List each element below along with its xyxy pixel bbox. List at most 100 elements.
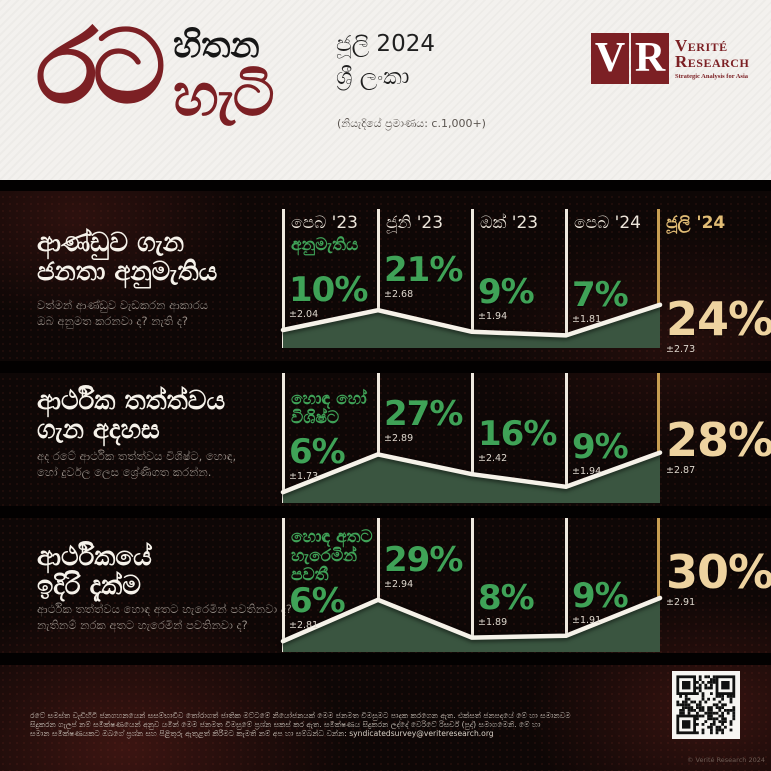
margin-of-error: ±2.89 [384,433,414,445]
edition-country: ශ්‍රී ලංකා [336,64,410,90]
series-label: විශිෂ්ට [291,408,340,428]
edition-month: ජූලි 2024 [336,31,435,57]
value-number: 6% [289,581,346,622]
column-separator [282,373,285,503]
divider-band [0,506,771,518]
edition-info: ජූලි 2024 ශ්‍රී ලංකා [336,28,435,94]
column-header: ඔක් '23 [480,213,539,233]
trend-area-chart [280,595,663,652]
value-number: 27% [384,394,463,435]
margin-of-error: ±2.87 [666,465,696,476]
value-number: 16% [478,414,557,455]
divider-band [0,361,771,373]
column-separator [377,518,380,652]
column-separator [565,518,568,652]
series-label: පවතී [291,565,329,585]
margin-of-error: ±2.91 [666,597,696,608]
series-label: හොඳ හෝ [291,389,367,409]
column-separator [377,209,380,348]
value-number: 24% [666,292,771,346]
value-number: 6% [289,432,346,473]
brand-word-1: රට [36,8,166,127]
value-number: 28% [666,413,771,467]
margin-of-error: ±1.94 [572,465,602,477]
column-separator [377,373,380,503]
value-label-july: 30% ±2.91 [666,545,771,608]
row2-subtitle: අද රටේ ආර්ථික තත්ත්වය විශිෂ්ට, හොඳ, හෝ ද… [37,449,237,479]
column-separator [565,373,568,503]
row3-subtitle: ආර්ථික තත්ත්වය හොඳ අතට හැරෙමින් පවතිනවා … [37,602,293,632]
divider-band [0,653,771,665]
copyright-note: © Verité Research 2024 [686,756,765,764]
value-number: 9% [478,271,535,312]
column-header: පෙබ '23 [291,213,358,233]
brand-word-3: හැටි [172,61,275,129]
brand-word-2: හිතන [172,25,260,66]
july-column-separator [657,209,660,348]
value-label: 9% ±1.94 [478,275,573,322]
value-label-july: 28% ±2.87 [666,413,771,476]
column-separator [282,518,285,652]
value-label: 6% ±1.73 [289,435,384,482]
column-separator [282,209,285,348]
value-number: 30% [666,545,771,599]
series-label: හොඳ අතට [291,527,373,547]
column-separator [565,209,568,348]
value-label: 16% ±2.42 [478,417,573,464]
divider-band [0,180,771,191]
margin-of-error: ±2.68 [384,289,414,301]
methodology-line2: සිදුකරන ගැලප් නම් සමීක්ෂණයෙන් අනුව යමින්… [30,720,541,729]
margin-of-error: ±2.73 [666,344,696,355]
row1-title: ආණ්ඩුව ගැන ජනතා අනුමැතිය [37,228,218,287]
july-column-separator [657,373,660,503]
vr-logo-letter-r: R [631,33,669,84]
qr-code [672,671,740,739]
value-label: 7% ±1.81 [572,278,667,325]
july-column-separator [657,518,660,652]
margin-of-error: ±2.81 [289,620,319,632]
value-number: 21% [384,250,463,291]
value-number: 10% [289,270,368,310]
row1-subtitle: වත්මන් ආණ්ඩුව වැඩකරන ආකාරය ඔබ අනුමත කරනව… [37,298,209,328]
column-header: පෙබ '24 [574,213,641,233]
column-separator [471,518,474,652]
trend-area-chart [280,302,663,348]
value-label: 29% ±2.94 [384,543,479,590]
series-label: අනුමැතිය [291,235,359,255]
column-header-july: ජූලි '24 [666,213,726,233]
value-label: 9% ±1.94 [572,430,667,477]
value-label: 8% ±1.89 [478,581,573,628]
contact-email[interactable]: syndicatedsurvey@veriteresearch.org [349,729,494,738]
value-number: 8% [478,577,535,618]
margin-of-error: ±2.04 [289,309,319,320]
brand-logo: රට හිතන හැටි [36,8,275,129]
margin-of-error: ±1.73 [289,471,319,483]
header: රට හිතන හැටි ජූලි 2024 ශ්‍රී ලංකා (නියැද… [0,0,771,180]
vr-logo-letter-v: V [591,33,629,84]
value-number: 9% [572,426,629,467]
vr-logo-tagline: Strategic Analysis for Asia [675,73,749,80]
series-label: හැරෙමින් [291,546,357,566]
row2-title: ආර්ථික තත්ත්වය ගැන අදහස [37,386,226,445]
margin-of-error: ±1.81 [572,314,602,326]
vr-logo-name-2: Research [675,52,750,71]
value-number: 29% [384,539,463,580]
verite-research-logo: V R Verité Research Strategic Analysis f… [591,33,749,84]
value-label-july: 24% ±2.73 [666,292,771,355]
trend-area-chart [280,450,663,503]
sample-size-note: (නියැදියේ ප්‍රමාණය: c.1,000+) [337,117,486,130]
margin-of-error: ±2.42 [478,453,508,465]
value-label: 6% ±2.81 [289,584,384,631]
row3-title: ආර්ථිකයේ ඉදිරි දැක්ම [37,542,152,601]
value-label: 9% ±1.91 [572,579,667,626]
margin-of-error: ±1.94 [478,310,508,322]
methodology-line3: සමාන සමීක්ෂණයකට ඔබගේ ප්‍රශ්න සහ පිළිතුරු… [30,729,494,738]
vr-logo-name-1: Verité [675,36,728,55]
column-separator [471,373,474,503]
column-separator [471,209,474,348]
value-label: 27% ±2.89 [384,397,479,444]
methodology-line1: රටේ සමස්ත වැඩිහිටි ජනගහනයෙන් සසම්භාවීව ත… [30,711,571,720]
margin-of-error: ±2.94 [384,578,414,590]
value-number: 9% [572,575,629,616]
